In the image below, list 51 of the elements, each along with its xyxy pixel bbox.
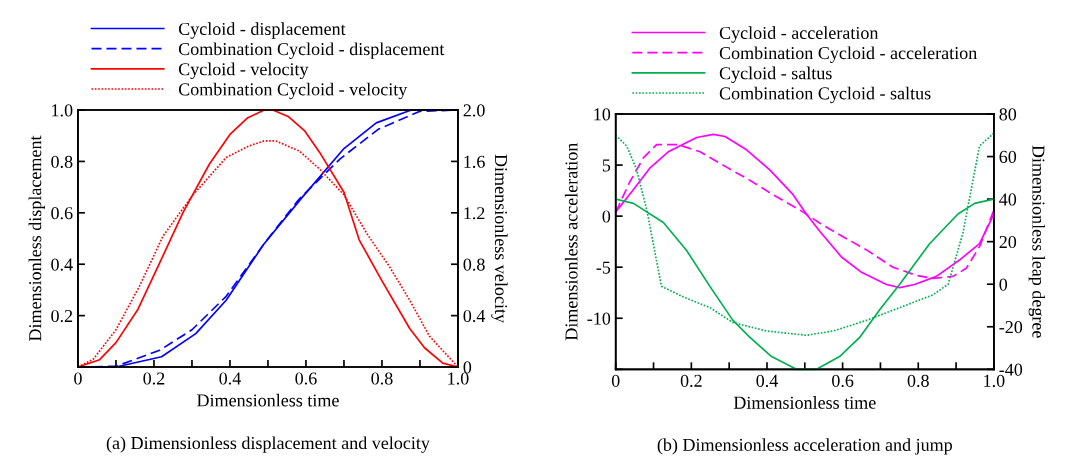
y2-tick-label: 1.2 [464, 207, 485, 220]
y-tick-label: 10 [594, 108, 611, 121]
x-tick-label: 1.0 [984, 374, 1005, 387]
x-tick-label: 0 [611, 374, 620, 387]
y-tick-label: 5 [602, 159, 611, 172]
legend-label: Combination Cycloid - acceleration [719, 46, 977, 63]
x-axis-title: Dimensionless time [197, 393, 339, 407]
y-tick-label: 0.8 [51, 155, 73, 168]
y2-tick-label: 2.0 [463, 104, 485, 117]
y-tick-label: 0.6 [51, 207, 73, 220]
x-tick-label: 0.2 [143, 372, 165, 385]
x-tick-label: 0 [74, 372, 82, 385]
y2-axis-title: Dimensionless leap degree [1028, 145, 1046, 338]
x-tick-label: 0.6 [832, 374, 854, 387]
legend-label: Combination Cycloid - saltus [719, 86, 931, 104]
text: (a) Dimensionless displacement and velocity [106, 436, 430, 453]
y2-tick-label: 0.4 [463, 309, 486, 323]
legend-label: Cycloid - saltus [719, 66, 832, 84]
y2-tick-label: 1.6 [464, 155, 485, 168]
x-axis-title: Dimensionless time [733, 396, 876, 409]
x-tick-label: 1.0 [448, 372, 469, 385]
y2-tick-label: 80 [999, 108, 1017, 121]
y-tick-label: 0.2 [51, 309, 73, 323]
y2-tick-label: 0.8 [463, 258, 485, 271]
y-tick-label: -10 [587, 312, 611, 325]
x-tick-label: 0.4 [756, 374, 778, 387]
y2-tick-label: -40 [999, 363, 1023, 376]
y2-axis-title: Dimensionless velocity [491, 154, 508, 323]
x-tick-label: 0.8 [371, 372, 393, 385]
legend-label: Cycloid - velocity [178, 62, 309, 80]
y-axis-title: Dimensionless displacement [28, 135, 45, 342]
y2-tick-label: 60 [999, 150, 1017, 164]
y2-tick-label: 0 [463, 361, 472, 374]
x-tick-label: 0.6 [295, 372, 317, 385]
y-tick-label: -5 [596, 261, 611, 274]
legend-label: Cycloid - acceleration [719, 26, 879, 43]
y2-tick-label: 0 [999, 278, 1008, 291]
x-tick-label: 0.8 [907, 374, 929, 387]
y2-tick-label: 20 [999, 235, 1017, 249]
x-tick-label: 0.4 [219, 372, 241, 385]
y2-tick-label: -20 [999, 321, 1023, 334]
y-tick-label: 0 [602, 210, 611, 223]
text: (b) Dimensionless acceleration and jump [657, 438, 952, 455]
y-axis-title: Dimensionless acceleration [564, 142, 578, 341]
x-tick-label: 0.2 [680, 374, 702, 387]
y2-tick-label: 40 [999, 193, 1017, 206]
legend-label: Cycloid - displacement [178, 22, 346, 39]
legend-label: Combination Cycloid - velocity [178, 82, 408, 100]
y-tick-label: 0.4 [51, 258, 73, 271]
y-tick-label: 1.0 [52, 104, 73, 117]
legend-label: Combination Cycloid - displacement [178, 42, 445, 59]
